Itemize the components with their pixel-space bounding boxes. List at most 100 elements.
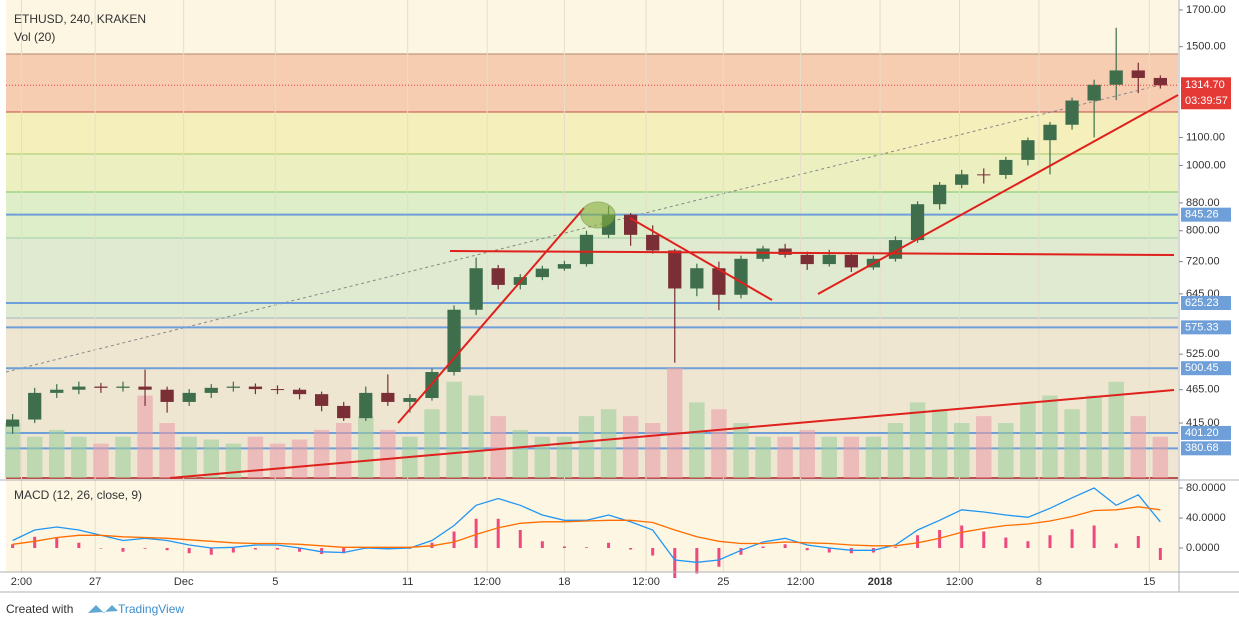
volume-bar xyxy=(225,443,242,478)
volume-bar xyxy=(843,436,860,478)
x-tick-label: 12:00 xyxy=(632,576,660,588)
candle-body xyxy=(381,392,395,402)
candle-body xyxy=(1109,70,1123,85)
level-badge xyxy=(1181,207,1231,222)
volume-bar xyxy=(1020,402,1036,478)
histogram-bar xyxy=(805,548,809,551)
candle-body xyxy=(1153,77,1167,86)
volume-bar xyxy=(4,423,21,478)
histogram-bar xyxy=(893,547,897,549)
zone xyxy=(6,154,1178,192)
volume-bar xyxy=(137,395,153,478)
histogram-bar xyxy=(1048,535,1052,549)
candle-body xyxy=(933,184,947,205)
last-price-badge xyxy=(1181,77,1231,110)
histogram-bar xyxy=(231,548,235,553)
volume-bar xyxy=(313,429,330,478)
histogram-bar xyxy=(938,530,942,549)
histogram-bar xyxy=(77,542,81,549)
y-tick-label: 465.00 xyxy=(1186,384,1220,396)
candle-body xyxy=(822,254,836,265)
volume-bar xyxy=(534,436,551,478)
volume-bar xyxy=(490,416,506,478)
x-tick-label: 12:00 xyxy=(787,576,815,588)
x-tick-label: 27 xyxy=(89,576,101,588)
histogram-bar xyxy=(651,548,655,556)
histogram-bar xyxy=(99,548,103,549)
candle-body xyxy=(138,386,152,390)
x-tick-label: 15 xyxy=(1143,576,1155,588)
y-tick-label: 880.00 xyxy=(1186,197,1220,209)
volume-bar xyxy=(1130,416,1146,478)
histogram-bar xyxy=(673,548,677,578)
histogram-bar xyxy=(1070,529,1074,549)
trend-line xyxy=(169,389,1175,479)
candle-body xyxy=(557,264,572,269)
histogram-bar xyxy=(1158,548,1162,561)
histogram-bar xyxy=(761,546,765,549)
volume-bar xyxy=(578,416,595,478)
histogram-bar xyxy=(496,518,500,549)
trend-line xyxy=(817,94,1179,295)
footer-brand[interactable]: TradingView xyxy=(118,602,184,616)
candle-body xyxy=(182,392,196,402)
chart-title: ETHUSD, 240, KRAKEN xyxy=(14,12,146,26)
brand-logo[interactable] xyxy=(88,605,118,613)
x-tick-label: 8 xyxy=(1036,576,1042,588)
histogram-bar xyxy=(187,548,191,554)
x-tick-label: 2:00 xyxy=(11,576,32,588)
y-tick-label: 1000.00 xyxy=(1186,159,1226,171)
volume-bar xyxy=(821,436,837,478)
histogram-bar xyxy=(143,548,147,549)
candle-body xyxy=(690,268,704,289)
histogram-bar xyxy=(1114,543,1118,549)
footer-text: Created with xyxy=(6,602,73,616)
candle-body xyxy=(1065,100,1079,125)
candle-body xyxy=(94,386,108,388)
histogram-bar xyxy=(1004,537,1008,549)
volume-bar xyxy=(689,402,705,478)
histogram-bar xyxy=(1136,536,1140,549)
candle-body xyxy=(1043,124,1057,141)
trend-line xyxy=(449,250,1175,256)
histogram-bar xyxy=(121,548,125,552)
candle-body xyxy=(204,387,218,393)
highlight-ellipse xyxy=(580,201,616,229)
histogram-bar xyxy=(298,548,302,552)
histogram-bar xyxy=(1092,525,1096,549)
x-tick-label: 25 xyxy=(717,576,729,588)
x-tick-label: 2018 xyxy=(868,576,892,588)
candle-body xyxy=(403,398,417,402)
volume-bar xyxy=(335,423,352,478)
candle-body xyxy=(910,204,925,241)
y-tick-label: 1100.00 xyxy=(1186,131,1225,143)
level-badge xyxy=(1181,361,1231,376)
volume-bar xyxy=(181,436,197,478)
level-label: 380.68 xyxy=(1185,442,1219,454)
level-label: 625.23 xyxy=(1185,297,1219,309)
candle-body xyxy=(248,386,263,390)
histogram-bar xyxy=(33,536,37,549)
histogram-bar xyxy=(320,548,324,555)
volume-bar xyxy=(600,409,617,478)
candle-body xyxy=(28,392,42,420)
candle-body xyxy=(955,174,969,185)
candle-body xyxy=(977,174,991,176)
candle-body xyxy=(359,392,373,419)
indicator-title: MACD (12, 26, close, 9) xyxy=(14,488,142,502)
chart-subtitle: Vol (20) xyxy=(14,30,55,44)
candle-body xyxy=(668,250,682,289)
candle-body xyxy=(844,254,858,268)
volume-bar xyxy=(1042,395,1058,478)
histogram-bar xyxy=(342,548,346,554)
candle-body xyxy=(6,419,20,427)
histogram-bar xyxy=(11,544,15,549)
y-tick-label: 1500.00 xyxy=(1186,41,1226,53)
candle-body xyxy=(337,405,351,419)
zone xyxy=(6,112,1178,154)
volume-bar xyxy=(711,409,727,478)
level-badge xyxy=(1181,295,1231,310)
y-tick-label: 80.0000 xyxy=(1186,482,1226,494)
